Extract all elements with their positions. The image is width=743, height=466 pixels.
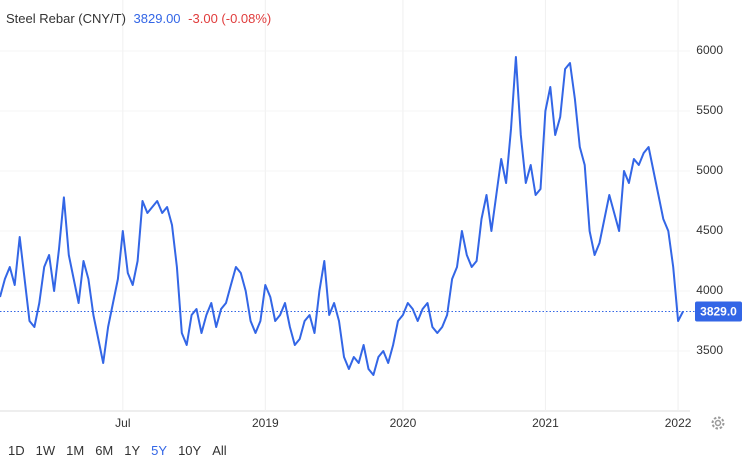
y-tick-label: 5500: [696, 103, 723, 117]
y-tick-label: 6000: [696, 43, 723, 57]
range-button[interactable]: 5Y: [151, 443, 168, 458]
x-tick-label: 2020: [390, 416, 417, 430]
y-tick-label: 3500: [696, 343, 723, 357]
range-button[interactable]: 10Y: [178, 443, 202, 458]
price-change: -3.00 (-0.08%): [188, 11, 272, 26]
y-tick-label: 5000: [696, 163, 723, 177]
range-button[interactable]: 1W: [35, 443, 56, 458]
current-price-label: 3829.0: [700, 305, 737, 319]
y-tick-label: 4000: [696, 283, 723, 297]
range-button[interactable]: 1Y: [124, 443, 141, 458]
range-selector: 1D 1W 1M 6M 1Y 5Y 10Y All: [8, 443, 238, 458]
price-line: [0, 56, 684, 376]
range-button[interactable]: 1M: [66, 443, 85, 458]
price: 3829.00: [133, 11, 181, 26]
instrument-title: Steel Rebar (CNY/T): [6, 11, 126, 26]
settings-icon[interactable]: [711, 416, 725, 430]
y-tick-label: 4500: [696, 223, 723, 237]
x-tick-label: 2019: [252, 416, 279, 430]
range-button[interactable]: 6M: [95, 443, 114, 458]
header: Steel Rebar (CNY/T) 3829.00 -3.00 (-0.08…: [6, 11, 271, 26]
range-button[interactable]: All: [212, 443, 227, 458]
x-tick-label: 2022: [665, 416, 692, 430]
range-button[interactable]: 1D: [8, 443, 25, 458]
current-price-tag: [695, 301, 742, 322]
x-tick-label: 2021: [532, 416, 559, 430]
x-tick-label: Jul: [115, 416, 130, 430]
